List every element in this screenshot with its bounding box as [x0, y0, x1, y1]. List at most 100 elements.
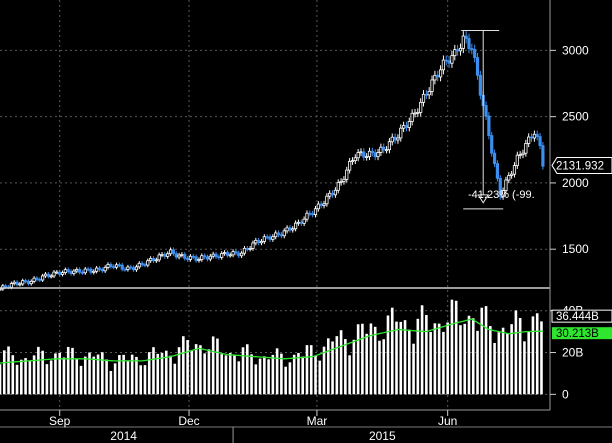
volume-bar [531, 316, 535, 395]
volume-bar [288, 362, 292, 395]
candle-body [279, 234, 283, 237]
candle-body [248, 247, 252, 250]
candle-body [0, 288, 2, 291]
candle-body [345, 169, 349, 180]
volume-bar [58, 352, 61, 395]
volume-bar [454, 300, 458, 395]
candle-body [538, 136, 542, 147]
candle-body [149, 258, 153, 262]
volume-bar [352, 339, 356, 395]
candle-body [234, 251, 238, 254]
volume-bar [322, 346, 326, 395]
x-tick-label: Sep [49, 414, 71, 428]
x-tick-label: Dec [178, 414, 199, 428]
candle-body [194, 256, 198, 261]
candle-body [180, 254, 184, 256]
year-label: 2014 [110, 429, 137, 443]
candle-body [9, 283, 13, 288]
candle-body [163, 253, 167, 257]
volume-bar [292, 354, 296, 395]
volume-bar [450, 299, 454, 395]
volume-bar [135, 356, 138, 395]
candle-body [60, 272, 65, 275]
candle-body [416, 111, 420, 114]
candle-body [106, 264, 110, 268]
candle-body [464, 35, 468, 39]
candle-body [77, 269, 82, 273]
candle-body [308, 212, 312, 215]
candle-body [174, 253, 178, 258]
volume-bar [484, 306, 488, 395]
candle-body [510, 173, 514, 176]
candle-body [35, 277, 39, 280]
candle-body [325, 195, 329, 205]
candle-body [120, 264, 124, 270]
volume-bar [518, 318, 522, 395]
candle-body [151, 258, 156, 262]
volume-bar [49, 360, 53, 395]
volume-bar [7, 346, 10, 395]
candle-body [129, 266, 133, 269]
volume-bar [390, 307, 394, 395]
volume-bar [403, 320, 407, 395]
candle-body [86, 268, 90, 271]
candle-body [359, 151, 363, 154]
candle-body [41, 275, 45, 281]
volume-bar [471, 318, 475, 395]
candle-body [333, 189, 338, 196]
candle-body [458, 47, 463, 52]
candle-body [66, 269, 70, 272]
candle-body [26, 280, 31, 285]
price-tick-label: 1500 [562, 242, 589, 256]
candle-body [393, 136, 397, 141]
candle-body [271, 236, 275, 240]
candle-body [197, 259, 201, 262]
candle-body [348, 161, 352, 171]
candle-body [319, 203, 323, 206]
candle-body [12, 281, 16, 284]
volume-bar [420, 305, 424, 395]
last-price-callout [551, 156, 612, 174]
volume-bar [267, 359, 270, 395]
candle-body [473, 49, 477, 59]
volume-bar [284, 366, 287, 395]
volume-bar [113, 363, 117, 395]
candle-body [63, 269, 67, 274]
volume-bar [523, 341, 526, 395]
candle-body [421, 93, 426, 103]
volume-bar [220, 354, 224, 395]
volume-bar [160, 352, 164, 395]
volume-bar [361, 323, 364, 395]
volume-bar [92, 356, 96, 395]
candle-body [456, 49, 460, 52]
volume-bar [32, 355, 36, 395]
candle-body [504, 179, 508, 191]
candle-body [75, 269, 79, 272]
volume-bar [301, 356, 305, 395]
volume-bar [429, 331, 432, 395]
volume-bar [314, 355, 317, 395]
candle-body [112, 266, 116, 268]
volume-bar [177, 347, 181, 395]
candle-body [365, 156, 369, 159]
candle-body [265, 236, 269, 239]
candle-body [200, 255, 204, 261]
volume-bar [207, 349, 211, 395]
candle-body [262, 236, 266, 242]
candle-body [529, 136, 534, 139]
candle-body [140, 262, 144, 266]
volume-bar [399, 321, 403, 395]
volume-bar [489, 326, 492, 395]
volume-bar [37, 346, 40, 395]
volume-bar [480, 307, 484, 395]
volume-bar [62, 357, 66, 395]
volume-bar [493, 342, 496, 395]
candle-body [467, 38, 471, 49]
volume-bar [173, 363, 177, 395]
price-tick-label: 2000 [562, 176, 589, 190]
volume-bar [433, 323, 437, 395]
volume-panel [0, 299, 550, 395]
candle-body [470, 48, 474, 50]
candle-body [55, 271, 59, 274]
volume-bar [96, 354, 100, 395]
